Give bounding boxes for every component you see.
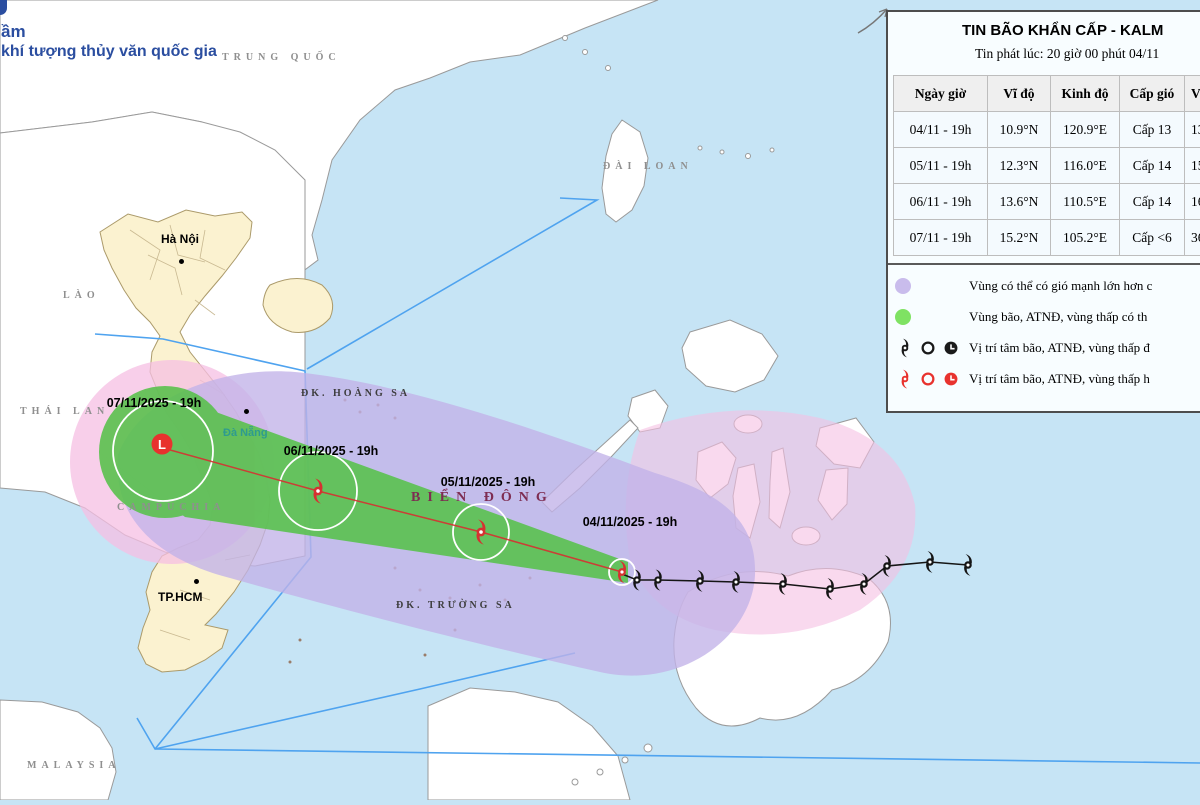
typhoon-icon — [895, 338, 915, 358]
clock-icon-red — [941, 369, 961, 389]
clock-icon — [941, 338, 961, 358]
storm-info-panel: TIN BÃO KHẨN CẤP - KALM Tin phát lúc: 20… — [886, 10, 1200, 413]
table-header-row: Ngày giờ Vĩ độ Kinh độ Cấp gió V — [894, 76, 1200, 112]
cell-longitude: 116.0°E — [1051, 148, 1120, 184]
forecast-table: Ngày giờ Vĩ độ Kinh độ Cấp gió V 04/11 -… — [893, 75, 1200, 256]
table-row: 04/11 - 19h 10.9°N 120.9°E Cấp 13 13 — [894, 112, 1200, 148]
legend-label: Vùng có thể có gió mạnh lớn hơn c — [969, 278, 1152, 294]
tp-hcm-dot — [194, 579, 199, 584]
cell-clipped: 13 — [1185, 112, 1200, 148]
forecast-label-0611: 06/11/2025 - 19h — [284, 444, 379, 458]
cell-wind-level: Cấp <6 — [1120, 220, 1185, 256]
cell-longitude: 120.9°E — [1051, 112, 1120, 148]
legend-row-storm-zone: Vùng bão, ATNĐ, vùng thấp có th — [888, 301, 1200, 332]
low-symbol-letter: L — [158, 437, 166, 452]
circle-icon — [918, 338, 938, 358]
cell-clipped: 16 — [1185, 184, 1200, 220]
logo-text-line1: ầm — [1, 22, 26, 42]
cell-datetime: 05/11 - 19h — [894, 148, 988, 184]
forecast-label-0411: 04/11/2025 - 19h — [583, 515, 678, 529]
forecast-label-0711: 07/11/2025 - 19h — [107, 396, 202, 410]
cell-datetime: 06/11 - 19h — [894, 184, 988, 220]
legend-row-wind-zone: Vùng có thể có gió mạnh lớn hơn c — [888, 270, 1200, 301]
cell-latitude: 15.2°N — [988, 220, 1051, 256]
col-header-longitude: Kinh độ — [1051, 76, 1120, 112]
purple-zone-icon — [895, 278, 911, 294]
cell-datetime: 04/11 - 19h — [894, 112, 988, 148]
cell-clipped: 36 — [1185, 220, 1200, 256]
circle-icon-red — [918, 369, 938, 389]
map-legend: Vùng có thể có gió mạnh lớn hơn c Vùng b… — [888, 263, 1200, 394]
legend-row-current-position: Vị trí tâm bão, ATNĐ, vùng thấp h — [888, 363, 1200, 394]
legend-label: Vùng bão, ATNĐ, vùng thấp có th — [969, 309, 1147, 325]
ha-noi-dot — [179, 259, 184, 264]
col-header-wind-level: Cấp gió — [1120, 76, 1185, 112]
da-nang-dot — [244, 409, 249, 414]
green-zone-icon — [895, 309, 911, 325]
cell-wind-level: Cấp 14 — [1120, 148, 1185, 184]
legend-row-past-position: Vị trí tâm bão, ATNĐ, vùng thấp đ — [888, 332, 1200, 363]
cell-longitude: 110.5°E — [1051, 184, 1120, 220]
cell-latitude: 12.3°N — [988, 148, 1051, 184]
panel-issued-time: Tin phát lúc: 20 giờ 00 phút 04/11 — [888, 46, 1200, 62]
cell-datetime: 07/11 - 19h — [894, 220, 988, 256]
forecast-label-0511: 05/11/2025 - 19h — [441, 475, 536, 489]
legend-label: Vị trí tâm bão, ATNĐ, vùng thấp h — [969, 371, 1150, 387]
table-row: 05/11 - 19h 12.3°N 116.0°E Cấp 14 15 — [894, 148, 1200, 184]
typhoon-icon-red — [895, 369, 915, 389]
cell-latitude: 13.6°N — [988, 184, 1051, 220]
legend-label: Vị trí tâm bão, ATNĐ, vùng thấp đ — [969, 340, 1150, 356]
cell-wind-level: Cấp 13 — [1120, 112, 1185, 148]
low-pressure-symbol: L — [152, 434, 173, 455]
logo-text-line2: khí tượng thủy văn quốc gia — [1, 43, 217, 61]
table-row: 07/11 - 19h 15.2°N 105.2°E Cấp <6 36 — [894, 220, 1200, 256]
panel-title: TIN BÃO KHẨN CẤP - KALM — [888, 22, 1200, 39]
cell-latitude: 10.9°N — [988, 112, 1051, 148]
cell-longitude: 105.2°E — [1051, 220, 1120, 256]
table-row: 06/11 - 19h 13.6°N 110.5°E Cấp 14 16 — [894, 184, 1200, 220]
cell-clipped: 15 — [1185, 148, 1200, 184]
cell-wind-level: Cấp 14 — [1120, 184, 1185, 220]
col-header-datetime: Ngày giờ — [894, 76, 988, 112]
col-header-latitude: Vĩ độ — [988, 76, 1051, 112]
col-header-clipped: V — [1185, 76, 1200, 112]
